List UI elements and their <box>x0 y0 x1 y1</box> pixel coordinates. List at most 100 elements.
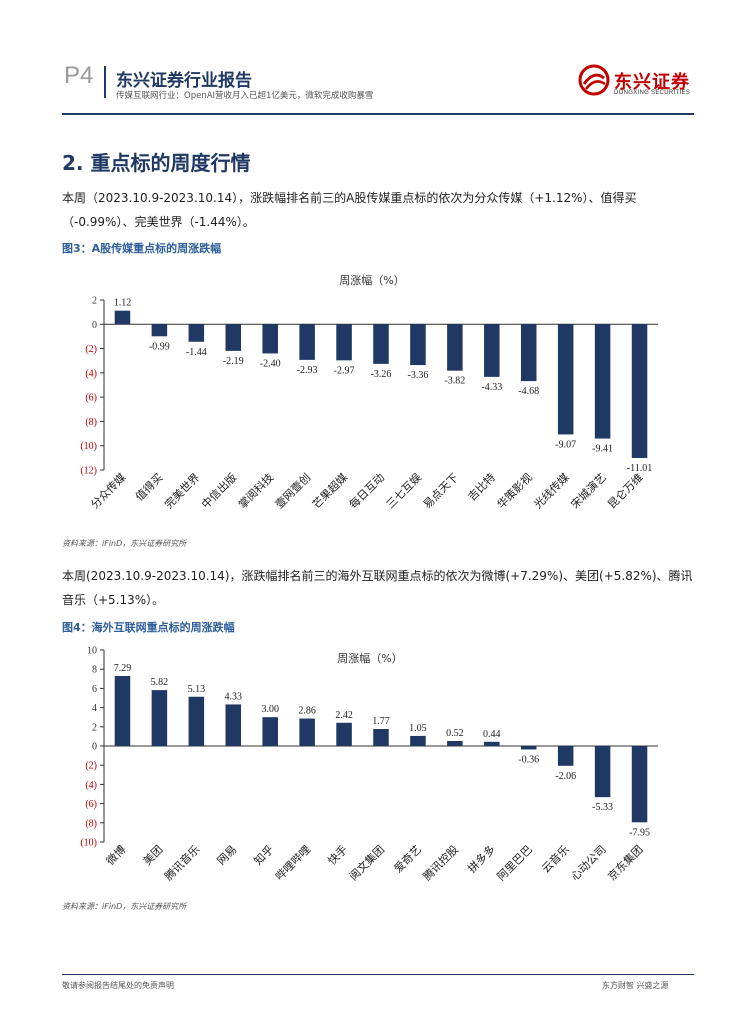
figure-4-source: 资料来源：iFinD，东兴证券研究所 <box>62 902 187 911</box>
paragraph-a-share: 本周（2023.10.9-2023.10.14），涨跌幅排名前三的A股传媒重点标… <box>62 191 637 229</box>
bar-value-label: -2.93 <box>297 365 318 376</box>
bar <box>410 735 426 746</box>
x-category-label: 三七互娱 <box>383 470 424 511</box>
y-tick-label: 2 <box>92 296 97 307</box>
bar-value-label: -5.33 <box>592 802 613 813</box>
bar <box>557 746 574 766</box>
bar-value-label: -2.40 <box>260 358 281 369</box>
x-category-label: 阿里巴巴 <box>495 843 535 883</box>
y-tick-label: (4) <box>85 780 97 791</box>
bar-value-label: -11.01 <box>627 463 652 474</box>
bar <box>262 717 278 746</box>
bar <box>410 324 426 366</box>
x-category-label: 分众传媒 <box>88 471 128 511</box>
section-title: 2. 重点标的周度行情 <box>62 151 251 175</box>
bar <box>520 324 537 382</box>
y-tick-label: 8 <box>92 665 97 676</box>
y-tick-label: 6 <box>92 684 97 695</box>
bar <box>484 324 500 377</box>
bar <box>520 746 537 750</box>
logo-mark-icon <box>578 64 610 96</box>
header-divider <box>104 66 106 98</box>
bar <box>151 690 168 746</box>
bar-value-label: 2.42 <box>335 710 353 721</box>
bar <box>262 324 278 354</box>
bar-value-label: -7.95 <box>629 827 650 838</box>
x-category-label: 知乎 <box>251 842 276 867</box>
x-category-label: 心动公司 <box>568 843 608 883</box>
bar <box>225 704 242 746</box>
x-category-label: 美团 <box>141 843 166 868</box>
bar-value-label: -1.44 <box>186 347 207 358</box>
bar <box>114 310 131 325</box>
bar-value-label: -4.33 <box>481 382 502 393</box>
x-category-label: 易点天下 <box>421 471 461 511</box>
bar-value-label: 0.52 <box>446 728 464 739</box>
x-category-label: 腾讯控股 <box>420 842 461 883</box>
logo-text-cn: 东兴证券 <box>614 72 690 93</box>
bar-value-label: 5.13 <box>188 684 206 695</box>
bar-value-label: -0.99 <box>149 341 170 352</box>
y-tick-label: (4) <box>85 368 97 379</box>
page-header: P4 东兴证券行业报告 传媒互联网行业：OpenAI营收月入已超1亿美元，微软完… <box>0 0 755 120</box>
bar-value-label: 3.00 <box>261 704 279 715</box>
bar <box>188 324 205 342</box>
footer-slogan: 东方财智 兴盛之源 <box>602 981 669 990</box>
x-category-label: 微博 <box>103 842 128 867</box>
logo-text-en: DONGXING SECURITIES <box>614 90 691 96</box>
bar-value-label: -9.41 <box>592 444 613 455</box>
x-category-label: 拼多多 <box>465 842 498 875</box>
report-title: 东兴证券行业报告 <box>116 71 252 91</box>
chart-title: 周涨幅（%） <box>337 652 402 665</box>
x-category-label: 吉比特 <box>465 470 498 503</box>
bar-value-label: -3.36 <box>408 370 429 381</box>
x-category-label: 完美世界 <box>161 470 202 511</box>
chart-title: 周涨幅（%） <box>339 274 404 287</box>
bar-value-label: 1.12 <box>114 298 132 309</box>
y-tick-label: 10 <box>87 646 97 657</box>
y-tick-label: (10) <box>80 441 97 452</box>
bar-value-label: -2.06 <box>555 771 576 782</box>
y-tick-label: (6) <box>85 393 97 404</box>
x-category-label: 快手 <box>325 842 350 867</box>
x-category-label: 每日互动 <box>346 470 387 511</box>
bar <box>188 696 205 746</box>
chart-overseas-svg: 周涨幅（%） 10 8 6 4 2 0 (2) (4) (6) (8) (10) 7.29 微博 5.82 美… <box>80 646 658 883</box>
paragraph-overseas: 本周(2023.10.9-2023.10.14)，涨跌幅排名前三的海外互联网重点… <box>62 569 693 607</box>
chart-a-share-media: 周涨幅（%） 2 0 (2) (4) (6) (8) (10) (12) 1.12 分众传媒 -0.9… <box>62 260 694 532</box>
bar <box>373 324 389 364</box>
x-category-label: 哔哩哔哩 <box>273 843 313 883</box>
y-tick-label: (6) <box>85 799 97 810</box>
y-tick-label: 0 <box>92 742 97 753</box>
x-category-label: 腾讯音乐 <box>161 842 202 883</box>
figure-3-source: 资料来源：iFinD，东兴证券研究所 <box>62 539 187 548</box>
chart-overseas-internet: 周涨幅（%） 10 8 6 4 2 0 (2) (4) (6) (8) (10) 7.29 微博 5.82 美… <box>62 636 694 898</box>
x-category-label: 阅文集团 <box>346 842 387 883</box>
x-category-label: 网易 <box>215 843 240 868</box>
bar <box>151 324 168 337</box>
bar <box>594 324 611 439</box>
figure-4-title: 图4：海外互联网重点标的周涨跌幅 <box>62 621 235 634</box>
y-tick-label: 0 <box>92 320 97 331</box>
x-category-label: 爱奇艺 <box>392 843 425 876</box>
page-number: P4 <box>64 62 94 89</box>
bar <box>447 741 463 746</box>
bar-value-label: -0.36 <box>518 754 539 765</box>
bar <box>447 324 463 371</box>
y-tick-label: 2 <box>92 722 97 733</box>
y-tick-label: (2) <box>85 761 97 772</box>
figure-3-title: 图3：A股传媒重点标的周涨跌幅 <box>62 242 222 255</box>
y-tick-label: 4 <box>92 703 97 714</box>
report-subtitle: 传媒互联网行业：OpenAI营收月入已超1亿美元，微软完成收购暴雪 <box>116 91 374 101</box>
bar-value-label: 7.29 <box>114 663 132 674</box>
bar-value-label: -2.19 <box>223 356 244 367</box>
bar-value-label: 2.86 <box>298 706 316 717</box>
bar <box>299 324 315 360</box>
bar-value-label: 1.05 <box>409 723 427 734</box>
y-tick-label: (2) <box>85 344 97 355</box>
x-category-label: 光线传媒 <box>531 470 572 511</box>
bar-value-label: -3.82 <box>444 376 465 387</box>
bar-value-label: 0.44 <box>483 729 501 740</box>
bar <box>557 324 574 435</box>
bar <box>299 718 315 746</box>
